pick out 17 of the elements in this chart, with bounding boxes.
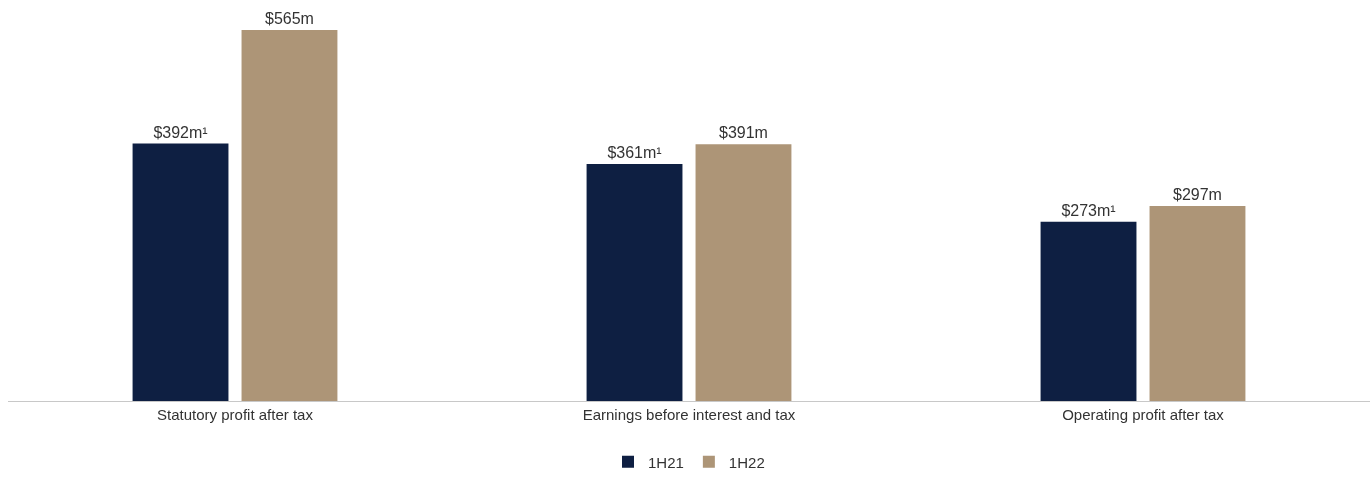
bar (695, 144, 792, 401)
data-label: $297m (1173, 185, 1222, 203)
bar (241, 30, 338, 401)
x-tick-label: Earnings before interest and tax (582, 406, 796, 423)
bar (1149, 205, 1246, 401)
legend-label: 1H22 (728, 453, 765, 471)
bar (586, 163, 683, 401)
data-label: $565m (265, 10, 314, 27)
legend-label: 1H21 (648, 453, 684, 471)
data-label: $392m¹ (153, 123, 208, 141)
bar (1040, 221, 1137, 401)
bar (132, 143, 229, 401)
data-label: $273m¹ (1061, 201, 1116, 219)
x-tick-label: Statutory profit after tax (157, 406, 314, 423)
data-label: $361m¹ (607, 143, 662, 161)
data-label: $391m (719, 124, 768, 142)
x-tick-label: Operating profit after tax (1062, 406, 1225, 423)
